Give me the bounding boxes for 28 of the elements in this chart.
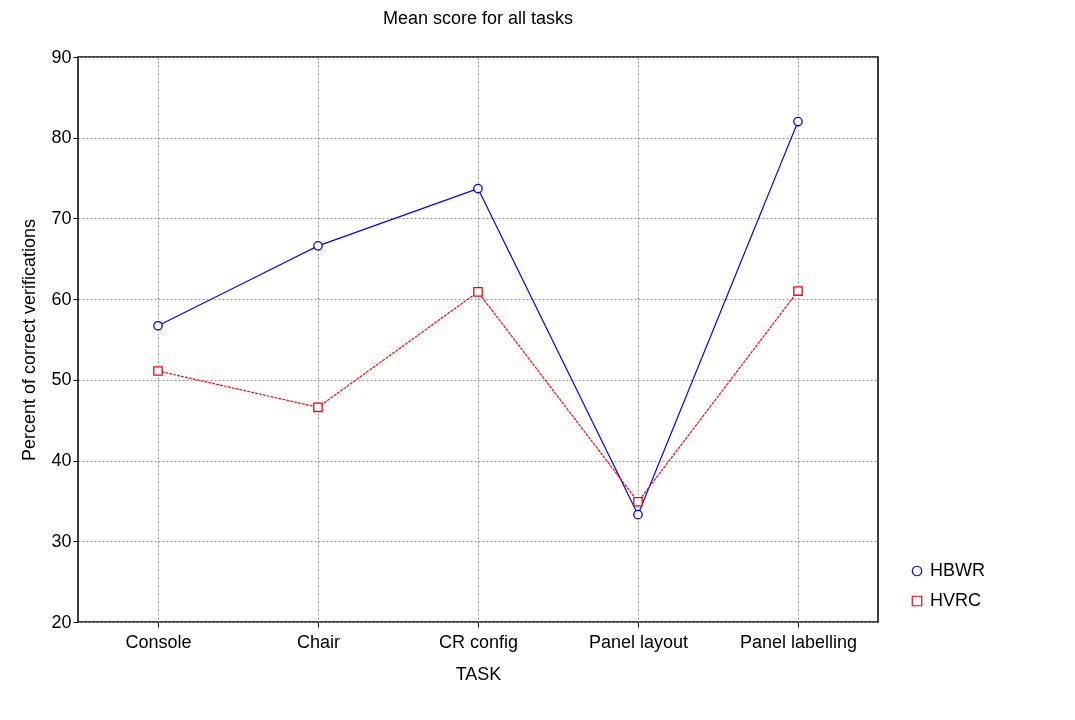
- x-tick-label: Panel layout: [588, 631, 689, 652]
- point: [633, 496, 643, 507]
- y-tick-label: 80: [51, 127, 72, 148]
- x-tick-label: Panel labelling: [739, 631, 858, 652]
- point: [153, 366, 163, 376]
- point: [313, 241, 323, 251]
- y-tick-label: 30: [51, 530, 72, 551]
- point: [473, 183, 483, 194]
- point: [153, 320, 163, 331]
- y-tick-label: 60: [51, 288, 72, 309]
- point: [313, 402, 323, 413]
- point: [793, 286, 803, 296]
- point: [473, 287, 483, 297]
- y-tick-label: 70: [51, 207, 72, 228]
- y-axis-title: Percent of correct verifications: [19, 218, 40, 462]
- point: [793, 116, 803, 127]
- x-tick-label: CR config: [438, 631, 519, 652]
- y-tick-label: 50: [51, 369, 72, 390]
- y-tick-label: 40: [51, 450, 72, 471]
- x-tick-label: Chair: [296, 631, 341, 652]
- chart-title: Mean score for all tasks: [382, 8, 574, 28]
- legend-label: HBWR: [930, 560, 985, 580]
- legend-label: HVRC: [930, 590, 982, 610]
- y-tick-label: 20: [51, 611, 72, 632]
- y-tick-label: 90: [51, 46, 72, 67]
- x-axis-title: TASK: [455, 663, 502, 684]
- x-tick-label: Console: [125, 631, 192, 652]
- point: [633, 509, 643, 520]
